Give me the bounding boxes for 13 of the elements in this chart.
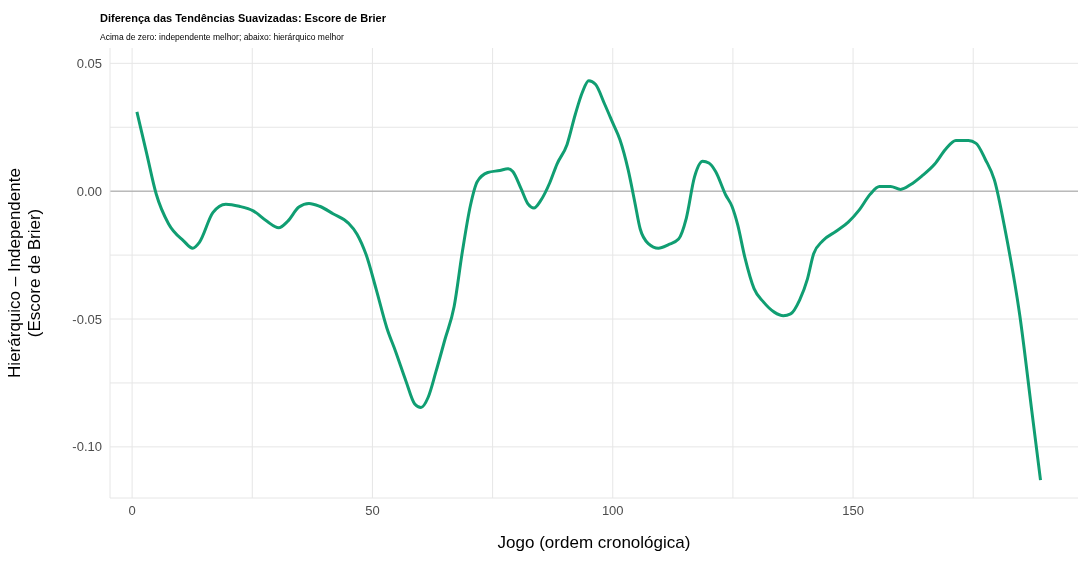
x-axis-title: Jogo (ordem cronológica) — [497, 533, 691, 552]
x-tick-label: 100 — [601, 503, 624, 519]
chart-title: Diferença das Tendências Suavizadas: Escore de Brier — [100, 12, 386, 24]
y-tick-label: -0.05 — [72, 311, 102, 327]
x-tick-label: 150 — [842, 503, 864, 519]
chart-subtitle: Acima de zero: independente melhor; abaixo: hierárquico melhor — [100, 32, 344, 42]
x-tick-label: 50 — [365, 503, 380, 519]
y-axis-title: Hierárquico – Independente (Escore de Brier) — [5, 168, 44, 378]
y-tick-label: 0.05 — [76, 55, 102, 71]
line-series — [135, 79, 1043, 482]
y-tick-label: 0.00 — [76, 183, 102, 199]
y-tick-label: -0.10 — [72, 439, 102, 455]
x-tick-label: 0 — [128, 503, 136, 519]
